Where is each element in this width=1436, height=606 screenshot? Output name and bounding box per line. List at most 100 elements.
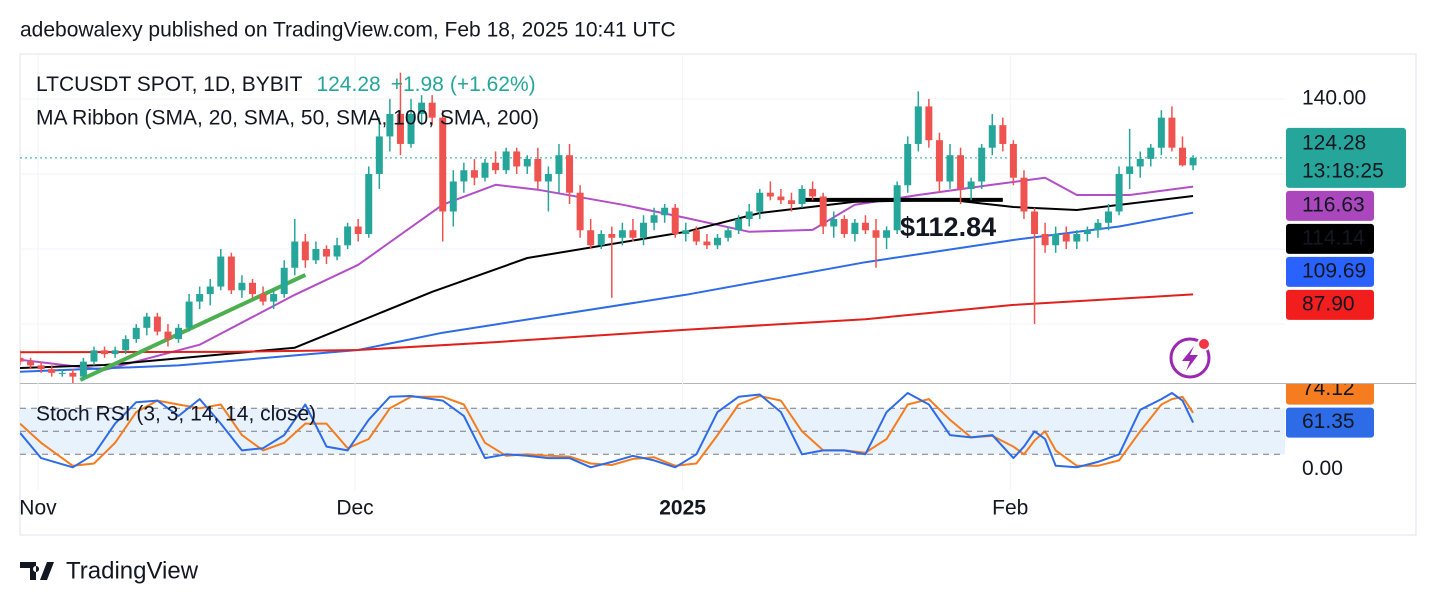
ma-label: 87.90 bbox=[1302, 292, 1355, 315]
candle-body bbox=[1189, 157, 1197, 166]
candle-body bbox=[1115, 173, 1123, 212]
candle-body bbox=[914, 106, 922, 144]
candle-body bbox=[671, 207, 679, 235]
x-tick-label: Nov bbox=[19, 497, 57, 520]
line bbox=[20, 395, 1194, 467]
line bbox=[20, 392, 1195, 469]
candle-body bbox=[164, 331, 172, 340]
candle-body bbox=[629, 230, 637, 238]
candle-body bbox=[967, 181, 975, 189]
candle-body bbox=[597, 234, 605, 246]
line bbox=[20, 211, 1194, 373]
candle-body bbox=[618, 230, 626, 238]
candle-body bbox=[830, 219, 838, 227]
candle-body bbox=[248, 282, 256, 295]
candle-body bbox=[787, 200, 795, 204]
candle-body bbox=[153, 316, 161, 332]
price-label: 124.28 bbox=[1302, 131, 1366, 154]
candle-body bbox=[270, 294, 278, 302]
x-tick-label: Dec bbox=[336, 497, 373, 520]
change-pct: (+1.62%) bbox=[450, 73, 536, 96]
candle-body bbox=[692, 230, 700, 242]
candle-body bbox=[1105, 211, 1113, 223]
candle-body bbox=[333, 245, 341, 257]
line bbox=[20, 176, 1194, 371]
candle-body bbox=[206, 286, 214, 295]
candle-body bbox=[640, 222, 648, 238]
candle-body bbox=[513, 151, 521, 167]
candle-body bbox=[566, 155, 574, 193]
stoch-label: 74.12 bbox=[1302, 377, 1355, 400]
candle-body bbox=[999, 125, 1007, 144]
legend-symbol: LTCUSDT SPOT, 1D, BYBIT 124.28 +1.98 (+1.62… bbox=[36, 73, 536, 96]
candle-body bbox=[386, 113, 394, 137]
candle-body bbox=[883, 230, 891, 238]
indicator-legend: MA Ribbon (SMA, 20, SMA, 50, SMA, 100, S… bbox=[36, 107, 539, 130]
ma-label-box bbox=[1286, 289, 1374, 320]
candle-body bbox=[1031, 211, 1039, 235]
candle-body bbox=[69, 372, 77, 377]
candle-body bbox=[713, 237, 721, 246]
candle-body bbox=[1062, 234, 1070, 242]
symbol: LTCUSDT SPOT, 1D, BYBIT bbox=[36, 73, 303, 96]
candle-body bbox=[111, 350, 119, 355]
candle-body bbox=[291, 241, 299, 268]
stoch-label: 61.35 bbox=[1302, 410, 1355, 433]
candle-body bbox=[1052, 234, 1060, 246]
candle-body bbox=[861, 222, 869, 231]
price-pane bbox=[20, 72, 1285, 383]
candle-body bbox=[1009, 143, 1017, 178]
candle-body bbox=[365, 173, 373, 235]
candle-body bbox=[777, 196, 785, 201]
stoch-label-box bbox=[1286, 407, 1374, 438]
candle-body bbox=[196, 294, 204, 302]
candle-body bbox=[819, 196, 827, 227]
candle-body bbox=[587, 230, 595, 246]
candle-body bbox=[608, 234, 616, 238]
last-price: 124.28 bbox=[316, 73, 380, 96]
stoch-pane bbox=[20, 392, 1195, 469]
candle-body bbox=[766, 192, 774, 197]
ma-label: 109.69 bbox=[1302, 259, 1366, 282]
stoch-label-box bbox=[1286, 384, 1374, 405]
candle-body bbox=[101, 350, 109, 355]
y-tick-label: 0.00 bbox=[1302, 457, 1343, 480]
candle-body bbox=[132, 327, 140, 340]
candle-body bbox=[798, 188, 806, 204]
candle-body bbox=[58, 372, 66, 374]
candle-body bbox=[904, 143, 912, 186]
candle-body bbox=[1168, 117, 1176, 148]
candle-body bbox=[227, 256, 235, 291]
candle-body bbox=[143, 316, 151, 328]
stoch-legend: Stoch RSI (3, 3, 14, 14, close) bbox=[36, 403, 316, 426]
candle-body bbox=[1094, 222, 1102, 231]
stoch-band bbox=[20, 407, 1285, 455]
candle-body bbox=[935, 140, 943, 182]
candle-body bbox=[1020, 177, 1028, 212]
candle-body bbox=[1157, 117, 1165, 148]
candle-body bbox=[925, 106, 933, 141]
ma-label-box bbox=[1286, 256, 1374, 287]
candle-body bbox=[872, 230, 880, 238]
candle-body bbox=[957, 155, 965, 189]
candle-body bbox=[840, 219, 848, 235]
candle-body bbox=[470, 170, 478, 178]
candle-body bbox=[301, 241, 309, 261]
candle-body bbox=[1083, 230, 1091, 235]
alert-icon bbox=[1169, 337, 1211, 379]
candle-body bbox=[322, 249, 330, 257]
candle-body bbox=[344, 226, 352, 246]
candle-body bbox=[428, 102, 436, 118]
brand: TradingView bbox=[20, 557, 199, 584]
candle-body bbox=[576, 192, 584, 231]
candle-body bbox=[523, 158, 531, 167]
candle-body bbox=[851, 222, 859, 235]
candle-body bbox=[492, 162, 500, 171]
candle-body bbox=[1041, 234, 1049, 246]
candle-body bbox=[1178, 147, 1186, 166]
candle-body bbox=[439, 117, 447, 212]
candle-body bbox=[259, 294, 267, 302]
candle-body bbox=[396, 113, 404, 144]
publish-info: adebowalexy published on TradingView.com… bbox=[20, 19, 676, 42]
candle-body bbox=[217, 256, 225, 287]
